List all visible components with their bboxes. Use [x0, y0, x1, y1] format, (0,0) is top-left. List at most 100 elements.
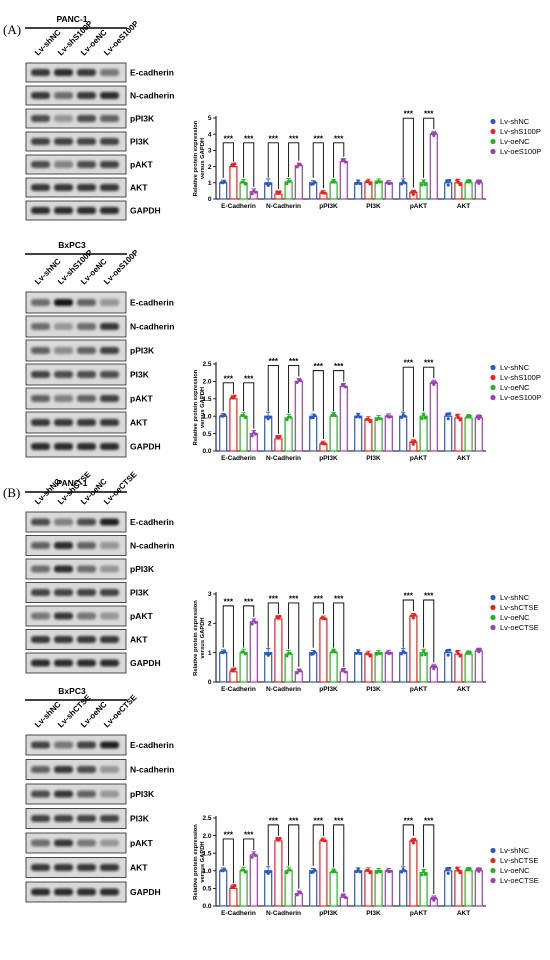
blot-band: [100, 419, 119, 426]
replicate-point: [446, 417, 450, 421]
bar: [329, 182, 338, 200]
x-tick-label: pAKT: [410, 455, 427, 462]
significance-label: ***: [289, 134, 299, 143]
significance-bracket: [267, 142, 279, 190]
replicate-point: [298, 668, 302, 672]
replicate-point: [268, 870, 272, 874]
section-label-a: (A): [3, 22, 21, 37]
replicate-point: [403, 869, 407, 873]
blot-band-label: GAPDH: [130, 442, 161, 452]
legend-marker: [490, 857, 496, 864]
blot-band: [100, 371, 119, 378]
blot-band: [54, 741, 73, 749]
bar: [364, 419, 373, 452]
legend-marker: [490, 847, 496, 854]
significance-bracket: [267, 602, 279, 648]
y-axis-label: Relative protein expression: [193, 600, 199, 676]
replicate-point: [233, 394, 237, 398]
legend-label: Lv-shNC: [500, 846, 530, 855]
legend-label: Lv-oeCTSE: [500, 623, 539, 632]
blot-strip: [25, 857, 127, 878]
blot-band: [77, 323, 96, 330]
blot-band: [100, 815, 119, 822]
replicate-point: [250, 192, 254, 196]
y-tick-label: 1.5: [202, 850, 211, 857]
significance-label: ***: [404, 359, 414, 368]
replicate-point: [433, 896, 437, 900]
blot-band: [77, 395, 96, 402]
legend-marker: [490, 394, 496, 401]
bar: [454, 870, 463, 907]
significance-label: ***: [244, 830, 254, 839]
significance-bracket: [423, 117, 435, 178]
significance-bracket: [222, 142, 234, 178]
replicate-point: [295, 165, 299, 169]
significance-label: ***: [224, 374, 234, 383]
replicate-point: [458, 871, 462, 875]
legend-marker: [490, 604, 496, 611]
replicate-point: [448, 866, 452, 870]
blot-band: [54, 565, 73, 573]
bar: [339, 386, 348, 452]
legend-label: Lv-oeNC: [500, 613, 530, 622]
replicate-point: [368, 871, 372, 875]
significance-label: ***: [424, 359, 434, 368]
replicate-point: [446, 653, 450, 657]
x-tick-label: E-Cadherin: [221, 910, 256, 917]
replicate-point: [378, 180, 382, 184]
replicate-point: [478, 867, 482, 871]
legend-marker: [490, 138, 496, 145]
bar: [419, 415, 428, 452]
bar: [384, 415, 393, 452]
x-tick-label: N-Cadherin: [266, 455, 301, 462]
blot-panel: PANC-1Lv-shNCLv-shCTSELv-oeNCLv-oeCTSEE-…: [25, 469, 174, 674]
x-tick-label: AKT: [457, 686, 470, 693]
blot-lane-label: Lv-oeCTSE: [102, 469, 139, 506]
blot-band: [100, 395, 119, 402]
y-axis-label: versus GAPDH: [200, 841, 206, 882]
replicate-point: [285, 418, 289, 422]
blot-band: [77, 636, 96, 643]
blot-band: [77, 518, 96, 526]
significance-bracket: [267, 364, 279, 434]
blot-band: [100, 184, 119, 191]
replicate-point: [313, 180, 317, 184]
replicate-point: [268, 182, 272, 186]
replicate-point: [411, 192, 415, 196]
blot-band: [54, 207, 73, 214]
blot-strip: [25, 62, 127, 83]
bar: [249, 621, 258, 683]
blot-band: [100, 323, 119, 330]
replicate-point: [413, 439, 417, 443]
blot-band: [77, 741, 96, 749]
replicate-point: [423, 416, 427, 420]
replicate-point: [478, 179, 482, 183]
bar: [284, 870, 293, 907]
replicate-point: [358, 652, 362, 656]
x-tick-label: N-Cadherin: [266, 203, 301, 210]
blot-band: [31, 518, 50, 526]
significance-label: ***: [424, 110, 434, 119]
bar: [444, 652, 453, 683]
blot-band: [31, 69, 50, 76]
blot-strip: [25, 759, 127, 780]
replicate-point: [343, 670, 347, 674]
blot-band: [54, 184, 73, 191]
bar: [329, 871, 338, 907]
blot-strip: [25, 177, 127, 198]
replicate-point: [456, 652, 460, 656]
significance-bracket: [288, 142, 300, 177]
significance-bracket: [333, 824, 345, 893]
replicate-point: [295, 893, 299, 897]
blot-band: [77, 864, 96, 871]
blot-band: [54, 790, 73, 798]
replicate-point: [455, 649, 459, 653]
x-tick-label: pPI3K: [319, 455, 338, 462]
significance-bracket: [312, 824, 324, 866]
replicate-point: [456, 868, 460, 872]
blot-strip: [25, 808, 127, 829]
replicate-point: [285, 182, 289, 186]
blot-band: [31, 565, 50, 573]
y-axis-label: versus GAPDH: [200, 138, 206, 179]
bar: [219, 870, 228, 907]
